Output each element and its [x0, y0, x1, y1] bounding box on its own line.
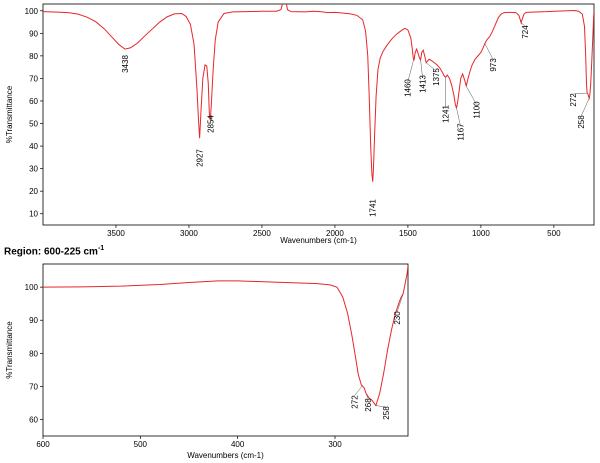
- region-label: Region: 600-225 cm-1: [4, 245, 104, 257]
- full-peak-label: 1167: [457, 123, 466, 141]
- region-xtick-label: 600: [36, 440, 50, 449]
- full-ytick-label: 70: [29, 74, 38, 83]
- region-xtick-label: 300: [328, 440, 342, 449]
- full-peak-label: 2854: [206, 115, 215, 133]
- full-peak-leader: [420, 59, 423, 79]
- region-peak-label: 268: [364, 398, 373, 412]
- region-plot-frame: [42, 263, 409, 437]
- region-ytick-label: 90: [29, 316, 38, 325]
- full-xtick-label: 1500: [399, 229, 417, 238]
- region-label-exponent: -1: [97, 245, 105, 252]
- region-peak-leader: [354, 385, 363, 397]
- region-ytick-label: 100: [25, 283, 39, 292]
- full-xtick-label: 3500: [107, 229, 125, 238]
- region-x-axis-title: Wavenumbers (cm-1): [187, 451, 264, 460]
- full-xtick-label: 3000: [180, 229, 198, 238]
- full-xtick-label: 1000: [472, 229, 490, 238]
- full-peak-label: 1375: [432, 68, 441, 86]
- full-peak-label: 2927: [196, 149, 205, 167]
- region-ytick-label: 80: [29, 349, 38, 358]
- full-peak-label: 1741: [369, 199, 378, 217]
- region-peak-label: 258: [382, 406, 391, 420]
- full-ytick-label: 100: [25, 7, 39, 16]
- full-ytick-label: 40: [29, 142, 38, 151]
- full-peak-leader: [521, 22, 526, 27]
- full-peak-label: 1100: [472, 101, 481, 119]
- region-peak-leader: [375, 405, 386, 408]
- full-peak-leader: [456, 108, 461, 127]
- full-peak-label: 272: [569, 93, 578, 107]
- region-spectrum-line: [43, 265, 408, 407]
- full-x-axis-title: Wavenumbers (cm-1): [280, 236, 357, 245]
- full-peak-label: 1241: [442, 105, 451, 123]
- region-peak-label: 272: [350, 395, 359, 409]
- full-peak-label: 258: [577, 115, 586, 129]
- full-spectrum-line: [43, 4, 594, 182]
- full-ytick-label: 60: [29, 97, 38, 106]
- full-peak-label: 724: [521, 25, 530, 39]
- region-y-axis-title: %Transmittance: [5, 321, 14, 379]
- full-ytick-label: 10: [29, 210, 38, 219]
- full-ytick-label: 30: [29, 165, 38, 174]
- region-peak-leader: [396, 293, 404, 313]
- full-ytick-label: 80: [29, 52, 38, 61]
- region-spectrum-chart: 60 70 80 90 100 600 500 400 300 Wavenumbers (cm-1…: [5, 263, 409, 460]
- region-peak-label: 230: [393, 311, 402, 325]
- full-y-axis-title: %Transmittance: [5, 85, 14, 143]
- full-ytick-label: 90: [29, 29, 38, 38]
- full-spectrum-chart: 10 20 30 40 50 60 70 80 90 100 3500 3000 2500 2000 150…: [5, 3, 595, 245]
- region-label-text: Region: 600-225 cm: [4, 246, 98, 258]
- full-peak-label: 1413: [419, 75, 428, 93]
- region-ytick-label: 60: [29, 415, 38, 424]
- full-peak-leader: [580, 98, 590, 117]
- full-ytick-label: 50: [29, 120, 38, 129]
- full-plot-frame: [42, 3, 595, 226]
- full-ytick-label: 20: [29, 187, 38, 196]
- region-xtick-label: 400: [231, 440, 245, 449]
- full-xtick-label: 2500: [253, 229, 271, 238]
- full-peak-leader: [407, 59, 414, 83]
- full-peak-label: 3438: [121, 55, 130, 73]
- full-peak-leader: [484, 43, 494, 60]
- region-peak-leader: [365, 393, 369, 400]
- full-peak-leader: [466, 86, 477, 105]
- full-peak-label: 1460: [404, 79, 413, 97]
- full-peak-label: 973: [489, 58, 498, 72]
- full-xtick-label: 500: [547, 229, 561, 238]
- region-xtick-label: 500: [134, 440, 148, 449]
- full-peak-leader: [573, 92, 588, 95]
- region-ytick-label: 70: [29, 382, 38, 391]
- full-peak-leader: [425, 62, 437, 72]
- full-xtick-label: 2000: [326, 229, 344, 238]
